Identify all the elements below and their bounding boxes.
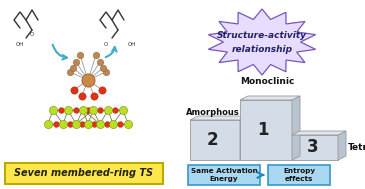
Point: [91, 94, 97, 98]
Point: [97, 108, 103, 112]
Text: Amorphous: Amorphous: [186, 108, 239, 117]
Point: [85, 78, 91, 81]
Point: [66, 122, 72, 125]
Polygon shape: [240, 100, 292, 160]
Point: [77, 53, 83, 57]
Point: [80, 108, 86, 112]
Text: Same Activation
Energy: Same Activation Energy: [191, 168, 257, 182]
Polygon shape: [240, 116, 248, 160]
Polygon shape: [240, 96, 300, 100]
Point: [112, 108, 118, 112]
Point: [45, 122, 51, 125]
Polygon shape: [292, 135, 338, 160]
Polygon shape: [338, 131, 346, 160]
Polygon shape: [208, 9, 316, 75]
FancyBboxPatch shape: [268, 165, 330, 185]
Point: [79, 122, 85, 125]
Point: [99, 88, 105, 91]
Point: [118, 122, 123, 125]
Bar: [0, 0, 178, 189]
Point: [71, 88, 77, 91]
Point: [58, 108, 64, 112]
Text: O: O: [104, 42, 108, 47]
Polygon shape: [292, 96, 300, 160]
Text: Entropy
effects: Entropy effects: [283, 168, 315, 182]
Point: [120, 108, 126, 112]
Point: [73, 122, 79, 125]
Point: [50, 108, 56, 112]
Text: OH: OH: [16, 42, 24, 47]
Text: relationship: relationship: [231, 46, 293, 54]
Point: [90, 108, 96, 112]
Bar: [183, 0, 365, 189]
Text: 2: 2: [207, 131, 218, 149]
Text: Seven membered-ring TS: Seven membered-ring TS: [15, 168, 154, 178]
Point: [125, 122, 131, 125]
Point: [85, 122, 91, 125]
Point: [91, 122, 97, 125]
FancyArrowPatch shape: [105, 47, 116, 57]
Point: [93, 53, 99, 57]
Point: [60, 122, 66, 125]
Polygon shape: [190, 116, 248, 120]
Point: [103, 70, 109, 74]
Point: [73, 60, 79, 64]
Text: 3: 3: [307, 139, 319, 156]
Point: [67, 70, 73, 74]
Point: [65, 108, 71, 112]
Point: [73, 108, 78, 112]
Point: [53, 122, 58, 125]
Point: [110, 122, 116, 125]
Text: Monoclinic: Monoclinic: [240, 77, 295, 86]
Point: [97, 122, 103, 125]
Point: [79, 94, 85, 98]
Point: [97, 60, 103, 64]
Point: [104, 122, 110, 125]
Point: [85, 108, 91, 112]
FancyBboxPatch shape: [5, 163, 163, 184]
FancyArrowPatch shape: [53, 45, 67, 60]
Polygon shape: [190, 120, 240, 160]
Point: [100, 67, 106, 70]
Text: Tetragonal: Tetragonal: [348, 143, 365, 152]
Text: 1: 1: [258, 121, 269, 139]
Text: Structure-activity: Structure-activity: [217, 30, 307, 40]
FancyBboxPatch shape: [188, 165, 260, 185]
Text: OH: OH: [128, 42, 136, 47]
Text: O: O: [30, 32, 34, 36]
Point: [70, 67, 76, 70]
Polygon shape: [292, 131, 346, 135]
Point: [105, 108, 111, 112]
